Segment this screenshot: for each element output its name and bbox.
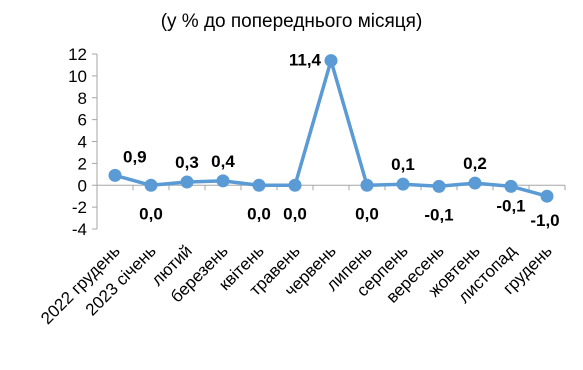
y-tick-label: 12: [68, 45, 87, 64]
data-label: -0,1: [496, 196, 525, 215]
series-line: [114, 58, 548, 198]
data-point: [144, 178, 158, 192]
chart-subtitle: (у % до попереднього місяця): [160, 11, 423, 32]
data-point: [468, 176, 482, 190]
data-label: 0,0: [355, 204, 379, 223]
y-tick-label: 4: [78, 133, 87, 152]
data-label: 0,2: [463, 154, 487, 173]
data-point: [432, 179, 446, 193]
data-label: 0,0: [283, 204, 307, 223]
data-point: [216, 174, 230, 188]
data-label: -0,1: [424, 205, 453, 224]
data-point: [396, 177, 410, 191]
y-tick-label: 8: [78, 89, 87, 108]
data-point: [288, 178, 302, 192]
data-label: 0,3: [175, 153, 199, 172]
data-point: [360, 178, 374, 192]
y-tick-label: -4: [72, 220, 87, 239]
data-label: 0,0: [247, 204, 271, 223]
data-label: -1,0: [530, 211, 559, 230]
data-point: [504, 179, 518, 193]
y-tick-label: -2: [72, 198, 87, 217]
data-point: [252, 178, 266, 192]
y-tick-label: 10: [68, 67, 87, 86]
data-label: 0,1: [391, 155, 415, 174]
data-point: [324, 54, 338, 68]
y-tick-label: 0: [78, 176, 87, 195]
data-point: [540, 189, 554, 203]
data-label: 11,4: [289, 51, 322, 70]
y-tick-label: 6: [78, 111, 87, 130]
data-point: [108, 168, 122, 182]
data-label: 0,4: [211, 152, 235, 171]
data-label: 0,0: [139, 204, 163, 223]
data-point: [180, 175, 194, 189]
y-tick-label: 2: [78, 154, 87, 173]
data-label: 0,9: [123, 147, 147, 166]
